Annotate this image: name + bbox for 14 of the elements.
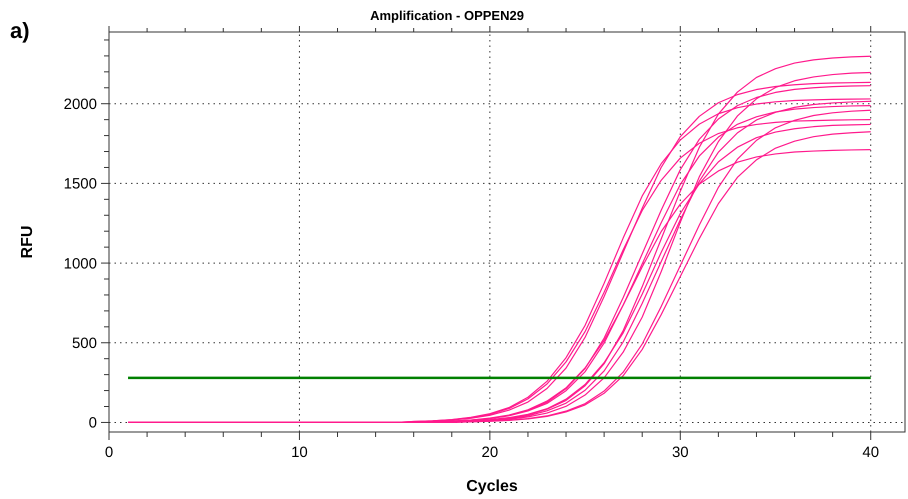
x-tick-label: 30: [672, 444, 689, 461]
y-tick-label: 1500: [64, 176, 97, 193]
y-tick-label: 500: [72, 335, 97, 352]
y-tick-label: 0: [88, 414, 97, 432]
x-tick-label: 20: [482, 444, 498, 461]
x-tick-label: 40: [862, 444, 880, 461]
chart-title: Amplification - OPPEN29: [370, 8, 524, 23]
y-axis-title: RFU: [19, 226, 36, 258]
x-axis-title: Cycles: [466, 478, 518, 495]
y-tick-label: 2000: [64, 96, 97, 113]
x-tick-label: 10: [291, 444, 308, 461]
x-tick-label: 0: [104, 444, 114, 461]
y-tick-label: 1000: [64, 255, 97, 272]
text: a): [10, 18, 30, 43]
